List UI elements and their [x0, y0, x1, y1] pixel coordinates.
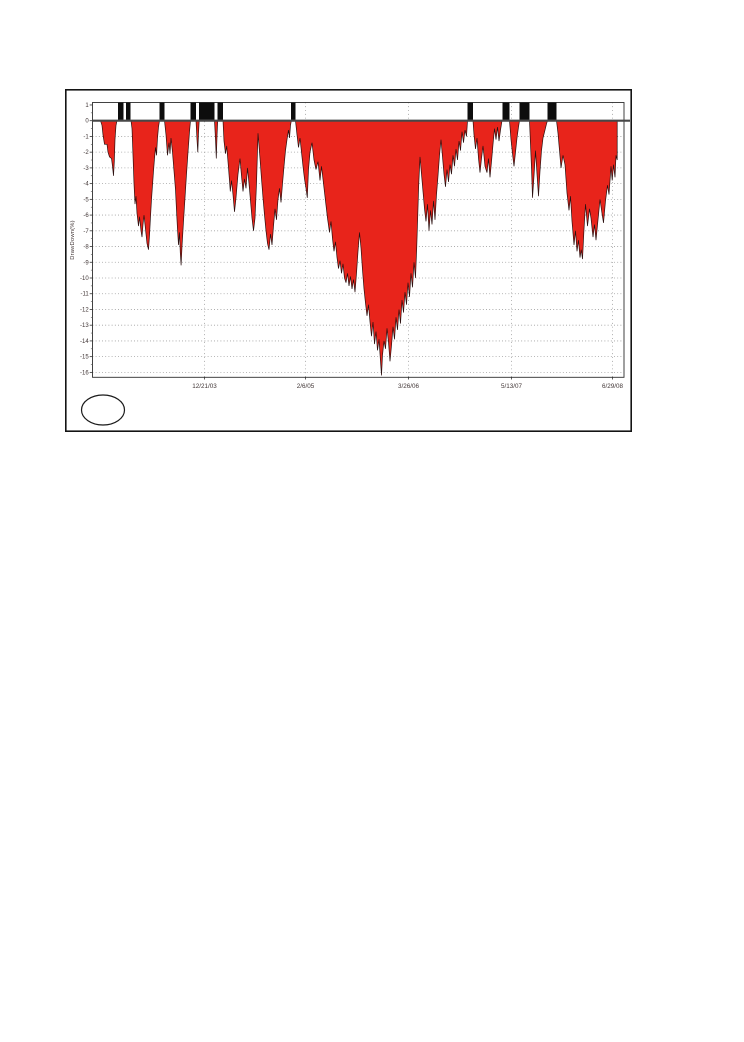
new-high-bar: [467, 102, 473, 120]
y-tick-label: -15: [80, 355, 89, 361]
drawdown-chart: 12/21/03 2/6/05 3/26/06 5/13/07 6/29/08 1 0 -1 -…: [65, 89, 632, 432]
y-tick-label: -8: [83, 245, 89, 251]
y-tick-label: -3: [83, 166, 89, 172]
new-high-bar: [502, 102, 510, 120]
new-high-bar: [291, 102, 296, 120]
x-tick-label: 3/26/06: [398, 383, 420, 390]
y-axis-title: DrawDown(%): [70, 220, 76, 260]
y-tick-label: -4: [83, 182, 89, 188]
new-high-bar: [519, 102, 530, 120]
plot-frame: [92, 102, 625, 378]
y-tick-label: -11: [80, 292, 89, 298]
y-tick-label: -7: [83, 229, 89, 235]
new-high-bar: [547, 102, 557, 120]
y-tick-label: 0: [85, 119, 89, 125]
new-high-bar: [126, 102, 131, 120]
new-high-bar: [199, 102, 215, 120]
chart-figure: 12/21/03 2/6/05 3/26/06 5/13/07 6/29/08 1 0 -1 -…: [65, 89, 632, 432]
y-tick-label: -1: [83, 134, 89, 140]
y-tick-label: 1: [85, 103, 89, 109]
new-high-bar: [217, 102, 223, 120]
x-tick-label: 12/21/03: [192, 383, 217, 390]
x-tick-label: 2/6/05: [297, 383, 315, 390]
ellipse-annotation: [80, 394, 126, 426]
y-tick-label: -10: [80, 276, 89, 282]
new-high-bar: [190, 102, 196, 120]
y-tick-label: -9: [83, 260, 89, 266]
y-tick-label: -6: [83, 213, 89, 219]
new-high-bar: [159, 102, 165, 120]
y-tick-label: -5: [83, 197, 89, 203]
chart-content: 12/21/03 2/6/05 3/26/06 5/13/07 6/29/08 1 0 -1 -…: [80, 102, 630, 426]
y-tick-label: -13: [80, 323, 89, 329]
y-tick-label: -2: [83, 150, 89, 156]
new-high-bar: [118, 102, 124, 120]
y-tick-label: -16: [80, 370, 89, 376]
y-tick-label: -14: [80, 339, 89, 345]
y-tick-label: -12: [80, 307, 89, 313]
x-tick-label: 6/29/08: [602, 383, 624, 390]
x-tick-label: 5/13/07: [501, 383, 523, 390]
